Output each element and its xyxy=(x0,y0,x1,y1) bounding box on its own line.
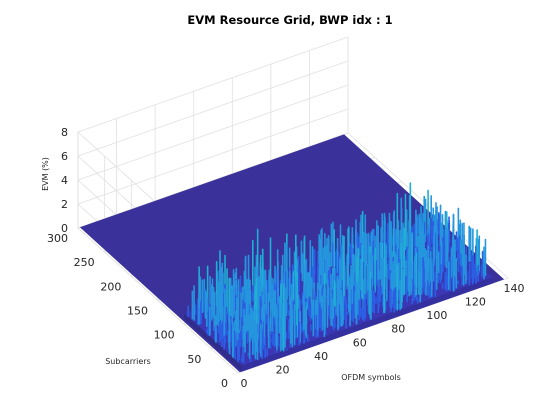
y-tick-label: 50 xyxy=(187,353,201,366)
chart-title: EVM Resource Grid, BWP idx : 1 xyxy=(187,13,392,27)
evm-spikes xyxy=(187,182,487,364)
x-tick-label: 40 xyxy=(314,350,328,363)
z-tick-label: 6 xyxy=(61,150,68,163)
y-tick-label: 200 xyxy=(100,280,121,293)
y-tick-label: 150 xyxy=(127,305,148,318)
y-axis-label: Subcarriers xyxy=(105,357,151,366)
z-tick-label: 2 xyxy=(61,198,68,211)
data-region-side xyxy=(184,313,242,372)
y-tick-label: 300 xyxy=(47,232,68,245)
y-tick-label: 0 xyxy=(221,377,228,390)
x-tick-label: 20 xyxy=(276,363,290,376)
axis-ticks: 0204060801001201400501001502002503000246… xyxy=(47,126,525,390)
z-axis-label: EVM (%) xyxy=(41,157,50,191)
x-tick-label: 120 xyxy=(465,296,486,309)
z-tick-label: 4 xyxy=(61,174,68,187)
x-axis-label: OFDM symbols xyxy=(341,373,401,382)
x-tick-label: 60 xyxy=(353,336,367,349)
y-tick-label: 100 xyxy=(154,329,175,342)
data-region-front xyxy=(241,277,493,372)
x-tick-label: 140 xyxy=(504,282,525,295)
x-tick-label: 100 xyxy=(426,309,447,322)
z-tick-label: 0 xyxy=(61,222,68,235)
x-tick-label: 80 xyxy=(391,323,405,336)
y-tick-label: 250 xyxy=(74,256,95,269)
x-tick-label: 0 xyxy=(241,377,248,390)
z-tick-label: 8 xyxy=(61,126,68,139)
